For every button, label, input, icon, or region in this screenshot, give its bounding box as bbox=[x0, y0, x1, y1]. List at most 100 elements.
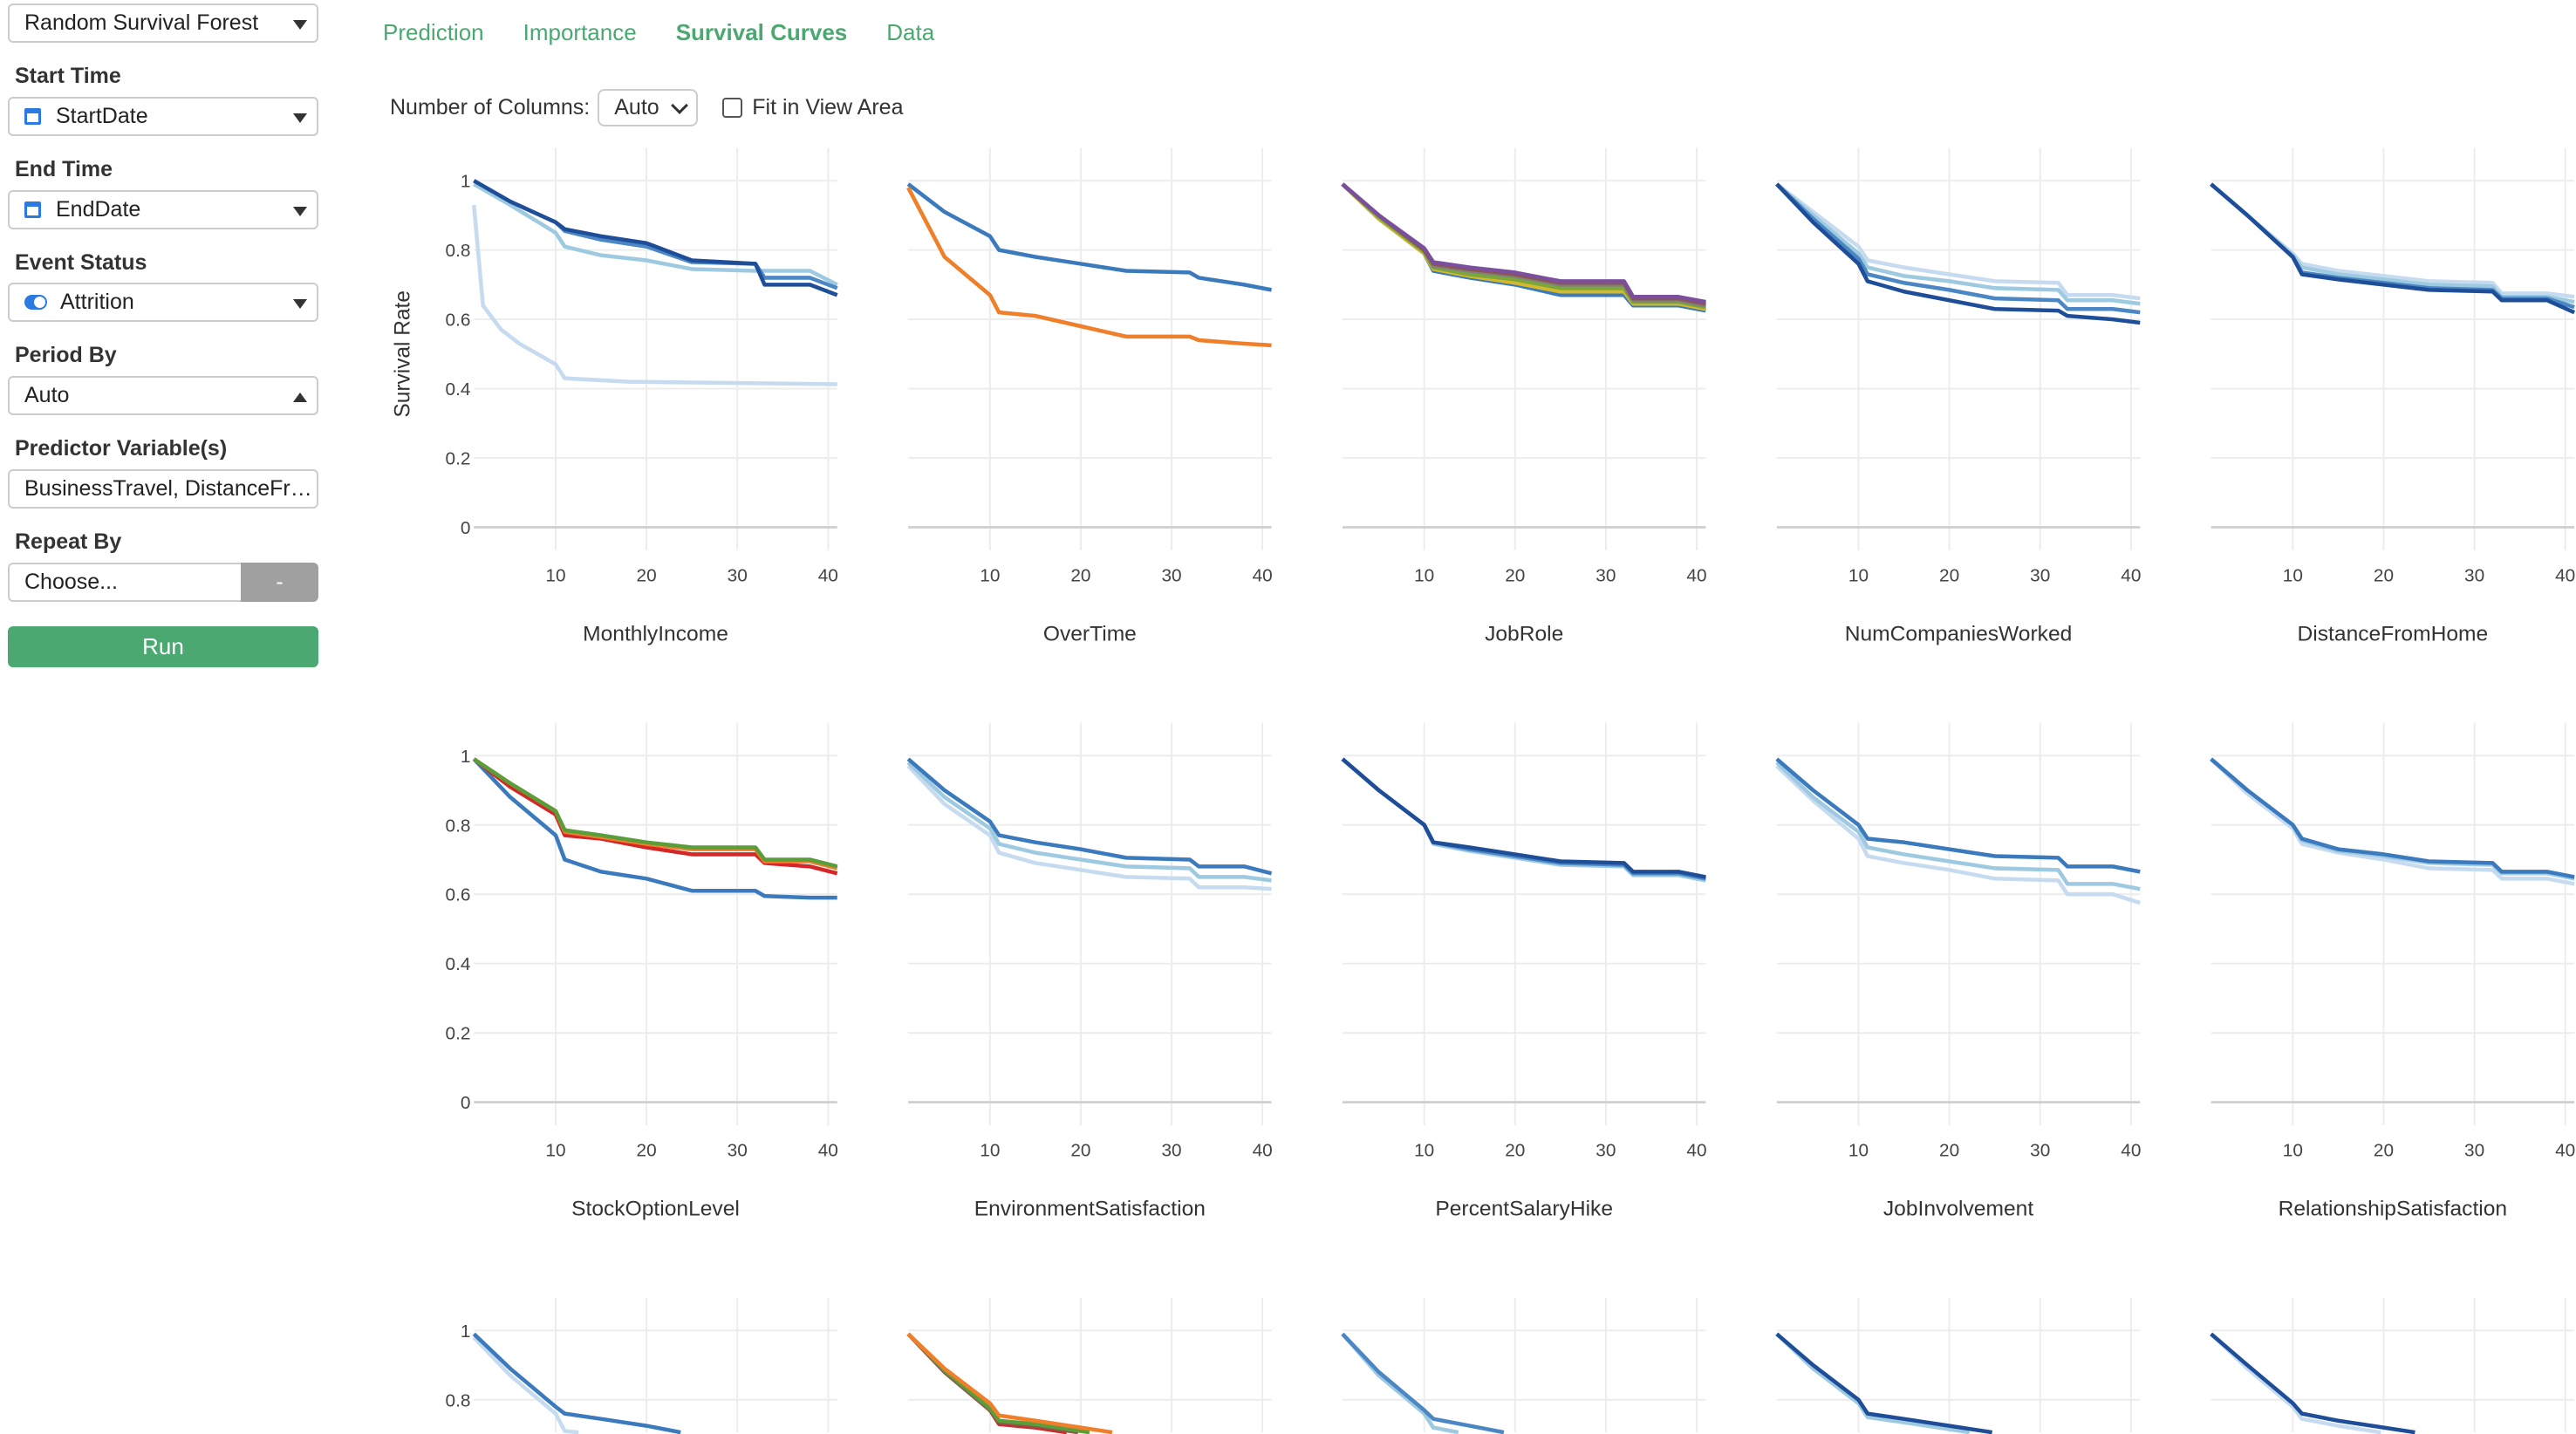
x-tick-label: 30 bbox=[2030, 566, 2050, 586]
survival-curve bbox=[906, 761, 1272, 883]
x-tick-label: 40 bbox=[1686, 566, 1706, 586]
model-select[interactable]: Random Survival Forest bbox=[8, 3, 318, 43]
tab-data[interactable]: Data bbox=[886, 19, 935, 45]
panel-title: PercentSalaryHike bbox=[1435, 1198, 1613, 1221]
x-tick-label: 30 bbox=[1161, 1141, 1181, 1161]
fit-in-view-label: Fit in View Area bbox=[752, 95, 904, 120]
x-tick-label: 10 bbox=[2283, 566, 2303, 586]
panel-title: NumCompaniesWorked bbox=[1845, 622, 2073, 645]
repeat-by-clear-button[interactable]: - bbox=[241, 562, 318, 602]
caret-down-icon bbox=[293, 206, 307, 216]
run-button[interactable]: Run bbox=[8, 625, 318, 667]
columns-value: Auto bbox=[614, 95, 659, 120]
x-tick-label: 40 bbox=[1686, 1141, 1706, 1161]
survival-curve bbox=[472, 1332, 681, 1434]
y-axis-label: Survival Rate bbox=[391, 290, 414, 418]
survival-curve bbox=[906, 764, 1272, 891]
survival-curve bbox=[1775, 182, 2141, 301]
survival-curve bbox=[1775, 1332, 1971, 1434]
survival-curve bbox=[906, 1332, 1079, 1434]
survival-curve bbox=[1775, 764, 2141, 905]
predictors-label: Predictor Variable(s) bbox=[15, 436, 228, 461]
end-time-label: End Time bbox=[15, 156, 113, 181]
x-tick-label: 10 bbox=[1414, 1141, 1434, 1161]
survival-curve bbox=[1775, 182, 2141, 315]
x-tick-label: 10 bbox=[980, 566, 1000, 586]
caret-up-icon bbox=[293, 393, 307, 402]
x-tick-label: 10 bbox=[1848, 1141, 1869, 1161]
tab-prediction[interactable]: Prediction bbox=[383, 19, 484, 45]
survival-curve bbox=[1775, 182, 2141, 306]
survival-curve bbox=[906, 1332, 1068, 1434]
start-time-select[interactable]: StartDate bbox=[8, 96, 318, 136]
columns-select[interactable]: Auto bbox=[598, 89, 699, 126]
panel-title: DistanceFromHome bbox=[2298, 622, 2489, 645]
x-tick-label: 30 bbox=[1595, 1141, 1616, 1161]
y-tick-label: 0.4 bbox=[446, 954, 471, 974]
panel-title: JobInvolvement bbox=[1883, 1198, 2033, 1221]
x-tick-label: 20 bbox=[637, 566, 657, 586]
x-tick-label: 30 bbox=[1161, 566, 1181, 586]
y-tick-label: 0.2 bbox=[446, 449, 471, 469]
survival-curve bbox=[472, 204, 837, 386]
survival-curve bbox=[473, 179, 838, 297]
survival-curve bbox=[1775, 757, 2141, 874]
tab-survival-curves[interactable]: Survival Curves bbox=[675, 19, 848, 45]
predictors-input[interactable]: BusinessTravel, DistanceFr… bbox=[8, 468, 318, 509]
end-time-value: EndDate bbox=[56, 196, 141, 222]
panel-title: EnvironmentSatisfaction bbox=[974, 1198, 1206, 1221]
survival-curve bbox=[2210, 1332, 2415, 1434]
survival-curve bbox=[906, 757, 1273, 876]
y-tick-label: 1 bbox=[461, 1321, 471, 1342]
x-tick-label: 10 bbox=[545, 566, 565, 586]
caret-down-icon bbox=[293, 20, 307, 30]
survival-curve bbox=[473, 182, 838, 287]
y-tick-label: 0 bbox=[461, 1093, 471, 1113]
panel-title: RelationshipSatisfaction bbox=[2279, 1198, 2508, 1221]
x-tick-label: 40 bbox=[2555, 1141, 2575, 1161]
survival-curve bbox=[1775, 182, 2141, 325]
survival-curve bbox=[472, 757, 838, 876]
period-by-select[interactable]: Auto bbox=[8, 376, 318, 415]
x-tick-label: 40 bbox=[818, 566, 838, 586]
x-tick-label: 20 bbox=[1939, 566, 1959, 586]
y-tick-label: 1 bbox=[461, 172, 471, 192]
survival-curve bbox=[2210, 1332, 2381, 1434]
x-tick-label: 20 bbox=[1505, 1141, 1525, 1161]
y-tick-label: 0 bbox=[461, 518, 471, 538]
repeat-by-input[interactable]: Choose... bbox=[8, 562, 241, 602]
x-tick-label: 20 bbox=[1939, 1141, 1959, 1161]
survival-curve bbox=[473, 757, 838, 869]
x-tick-label: 30 bbox=[2030, 1141, 2050, 1161]
x-tick-label: 10 bbox=[2283, 1141, 2303, 1161]
period-by-value: Auto bbox=[24, 383, 70, 407]
event-status-value: Attrition bbox=[60, 290, 134, 315]
fit-in-view-checkbox[interactable] bbox=[722, 98, 743, 118]
x-tick-label: 20 bbox=[1070, 566, 1090, 586]
tab-importance[interactable]: Importance bbox=[523, 19, 637, 45]
period-by-label: Period By bbox=[15, 343, 117, 368]
end-time-select[interactable]: EndDate bbox=[8, 189, 318, 229]
x-tick-label: 40 bbox=[2121, 566, 2141, 586]
panel-title: StockOptionLevel bbox=[571, 1198, 740, 1221]
survival-curve bbox=[1341, 757, 1706, 879]
y-tick-label: 0.8 bbox=[446, 1390, 471, 1410]
survival-curve bbox=[1341, 182, 1706, 311]
y-tick-label: 1 bbox=[461, 747, 471, 767]
repeat-by-control: Choose... - bbox=[8, 562, 318, 602]
x-tick-label: 30 bbox=[2464, 1141, 2484, 1161]
x-tick-label: 10 bbox=[980, 1141, 1000, 1161]
x-tick-label: 40 bbox=[1253, 566, 1273, 586]
event-status-select[interactable]: Attrition bbox=[8, 283, 318, 323]
toggle-icon bbox=[24, 295, 47, 311]
x-tick-label: 20 bbox=[1505, 566, 1525, 586]
event-status-label: Event Status bbox=[15, 249, 147, 275]
x-tick-label: 30 bbox=[2464, 566, 2484, 586]
survival-curve bbox=[906, 187, 1272, 348]
survival-curve bbox=[472, 1335, 579, 1434]
survival-curve bbox=[1341, 1332, 1505, 1434]
x-tick-label: 30 bbox=[728, 1141, 748, 1161]
tab-bar: Prediction Importance Survival Curves Da… bbox=[383, 19, 934, 46]
survival-curve bbox=[906, 1332, 1090, 1434]
